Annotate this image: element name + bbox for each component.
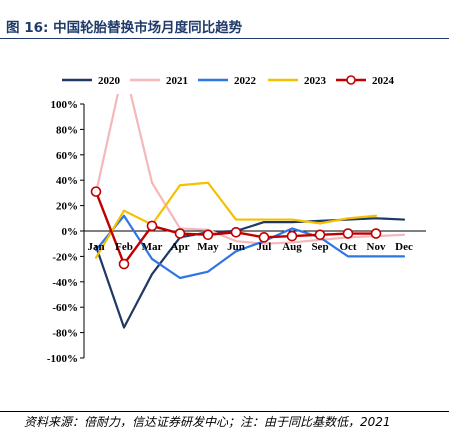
axes: 100% 80% 60% 40% 20% 0% -20% -40% -60% -80% -100% xyxy=(47,99,426,365)
y-tick-label: 60% xyxy=(56,150,78,162)
series-line-2021 xyxy=(94,94,406,245)
legend-marker-2024 xyxy=(346,75,356,85)
series-point-2024 xyxy=(258,232,270,243)
x-tick-label: Jan xyxy=(87,241,104,253)
figure-title: 图 16: 中国轮胎替换市场月度同比趋势 xyxy=(6,20,243,36)
x-tick-label: Jul xyxy=(257,241,272,253)
series-point-2024 xyxy=(146,220,158,232)
y-tick-label: -40% xyxy=(52,277,78,289)
x-tick-label: Jun xyxy=(227,241,245,253)
y-tick-label: 100% xyxy=(51,99,79,111)
y-tick-label: -20% xyxy=(52,251,78,263)
title-divider xyxy=(0,38,449,39)
x-tick-label: Feb xyxy=(115,241,133,253)
series-point-2024 xyxy=(174,228,186,239)
y-tick-label: 20% xyxy=(56,201,78,213)
legend: 2020 2021 2022 2023 2024 xyxy=(62,75,395,87)
legend-label-2023: 2023 xyxy=(304,75,327,87)
x-tick-label: Nov xyxy=(367,241,386,253)
y-tick-label: 0% xyxy=(62,226,79,238)
series-point-2024 xyxy=(118,258,130,270)
source-note: 资料来源：倍耐力，信达证券研发中心；注：由于同比基数低，2021 xyxy=(24,415,391,429)
x-tick-label: Aug xyxy=(282,241,302,253)
x-tick-label: Dec xyxy=(395,241,413,253)
x-tick-label: Apr xyxy=(171,241,190,253)
series-point-2024 xyxy=(370,228,382,239)
y-tick-label: -60% xyxy=(52,302,78,314)
series-point-2024 xyxy=(342,228,354,239)
legend-label-2020: 2020 xyxy=(98,75,121,87)
y-tick-label: -100% xyxy=(47,353,78,365)
x-tick-label: Mar xyxy=(142,241,163,253)
legend-label-2022: 2022 xyxy=(234,75,257,87)
series-line-2023 xyxy=(94,181,378,259)
series-point-2024 xyxy=(230,226,242,238)
series-point-2024 xyxy=(202,229,214,241)
x-tick-labels: Jan Feb Mar Apr May Jun Jul Aug Sep Oct Nov Dec xyxy=(87,241,413,253)
series-point-2024 xyxy=(90,186,102,197)
source-divider xyxy=(0,411,449,412)
x-tick-label: Oct xyxy=(339,241,356,253)
y-tick-label: 80% xyxy=(56,124,78,136)
y-tick-label: 40% xyxy=(56,175,78,187)
y-tick-label: -80% xyxy=(52,328,78,340)
series-layer xyxy=(90,94,406,329)
series-line-2022 xyxy=(94,214,406,280)
legend-label-2024: 2024 xyxy=(372,75,395,87)
x-tick-label: Sep xyxy=(311,241,328,253)
x-tick-label: May xyxy=(197,241,219,253)
series-point-2024 xyxy=(286,230,298,242)
series-line-2020 xyxy=(94,217,406,329)
legend-label-2021: 2021 xyxy=(166,75,188,87)
series-point-2024 xyxy=(314,229,326,241)
